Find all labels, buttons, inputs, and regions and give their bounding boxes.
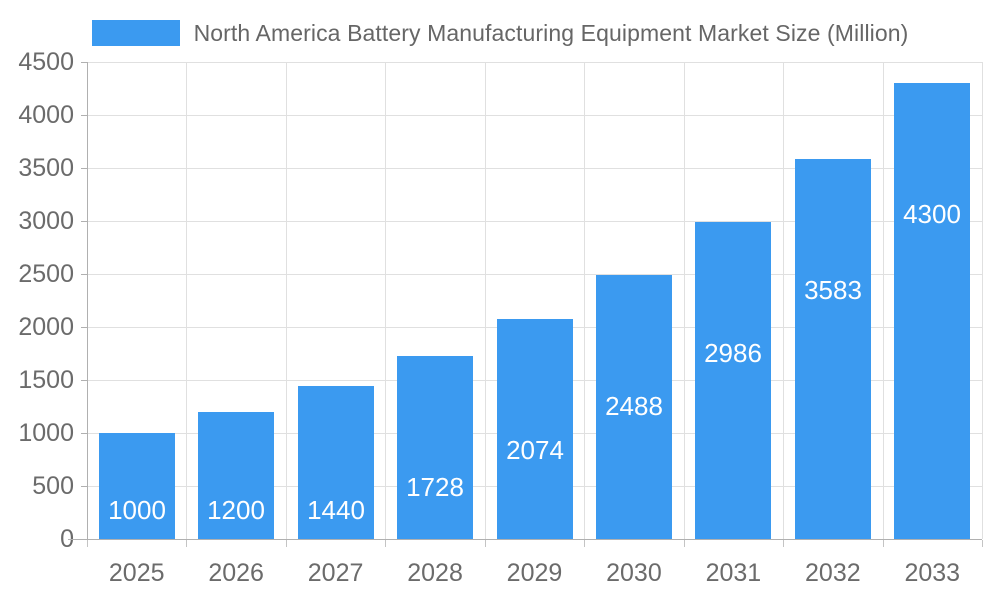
bar-2030[interactable]: [596, 275, 672, 539]
y-axis-line: [87, 62, 88, 540]
bar-2025[interactable]: [99, 433, 175, 539]
legend-item-series-1[interactable]: North America Battery Manufacturing Equi…: [91, 19, 909, 47]
y-axis-tick-label: 500: [32, 472, 74, 500]
x-axis-tick: [87, 540, 88, 547]
y-axis-tick: [81, 433, 87, 434]
bar-2027[interactable]: [298, 386, 374, 539]
chart-legend: North America Battery Manufacturing Equi…: [0, 14, 1000, 52]
bar-2032[interactable]: [795, 159, 871, 539]
bar-2028[interactable]: [397, 355, 473, 539]
x-axis-label-2029: 2029: [506, 559, 563, 587]
y-axis-tick: [81, 168, 87, 169]
x-axis-tick: [186, 540, 187, 547]
y-axis-tick: [81, 115, 87, 116]
y-axis-tick: [81, 486, 87, 487]
gridline-vertical: [783, 62, 784, 539]
bar-2026[interactable]: [198, 411, 274, 539]
plot-area: 1000 1200 1440 1728 2074 2488 2986 3583 4300: [87, 62, 983, 540]
x-axis-label-2027: 2027: [307, 559, 364, 587]
x-axis-tick: [783, 540, 784, 547]
y-axis-tick: [81, 221, 87, 222]
gridline-vertical: [286, 62, 287, 539]
gridline-horizontal: [87, 168, 982, 169]
gridline-horizontal: [87, 115, 982, 116]
legend-label: North America Battery Manufacturing Equi…: [193, 19, 909, 46]
x-axis-tick: [286, 540, 287, 547]
x-axis-tick: [584, 540, 585, 547]
gridline-vertical: [385, 62, 386, 539]
y-axis-tick: [81, 62, 87, 63]
x-axis-label-2030: 2030: [606, 559, 662, 587]
y-axis-tick-label: 2000: [18, 313, 74, 341]
y-axis-tick-label: 3000: [18, 207, 74, 235]
x-axis-label-2028: 2028: [407, 559, 463, 587]
x-axis-tick: [883, 540, 884, 547]
y-axis-tick-label: 1500: [18, 366, 74, 394]
x-axis-tick: [485, 540, 486, 547]
y-axis-tick: [81, 274, 87, 275]
gridline-horizontal: [87, 221, 982, 222]
gridline-horizontal: [87, 62, 982, 63]
x-axis-label-2025: 2025: [108, 559, 165, 587]
gridline-vertical: [584, 62, 585, 539]
bar-2031[interactable]: [695, 222, 771, 539]
y-axis-tick: [81, 327, 87, 328]
bar-2033[interactable]: [894, 83, 970, 539]
x-axis-tick: [385, 540, 386, 547]
x-axis-label-2032: 2032: [805, 559, 861, 587]
x-axis-tick: [684, 540, 685, 547]
y-axis-tick-label: 3500: [18, 154, 74, 182]
x-axis-label-2033: 2033: [904, 559, 961, 587]
y-axis-tick-label: 0: [60, 525, 74, 553]
y-axis-tick: [81, 380, 87, 381]
y-axis-tick-label: 4500: [18, 48, 74, 76]
gridline-vertical: [883, 62, 884, 539]
y-axis-tick-label: 4000: [18, 101, 74, 129]
gridline-vertical: [485, 62, 486, 539]
y-axis-tick-label: 2500: [18, 260, 74, 288]
y-axis-tick-label: 1000: [18, 419, 74, 447]
gridline-vertical: [982, 62, 983, 539]
gridline-vertical: [186, 62, 187, 539]
x-axis-line: [68, 539, 982, 540]
x-axis-label-2031: 2031: [705, 559, 762, 587]
x-axis-tick: [982, 540, 983, 547]
legend-color-swatch-icon: [91, 20, 180, 46]
bar-2029[interactable]: [497, 319, 573, 539]
gridline-vertical: [684, 62, 685, 539]
gridline-horizontal: [87, 274, 982, 275]
x-axis-label-2026: 2026: [208, 559, 264, 587]
